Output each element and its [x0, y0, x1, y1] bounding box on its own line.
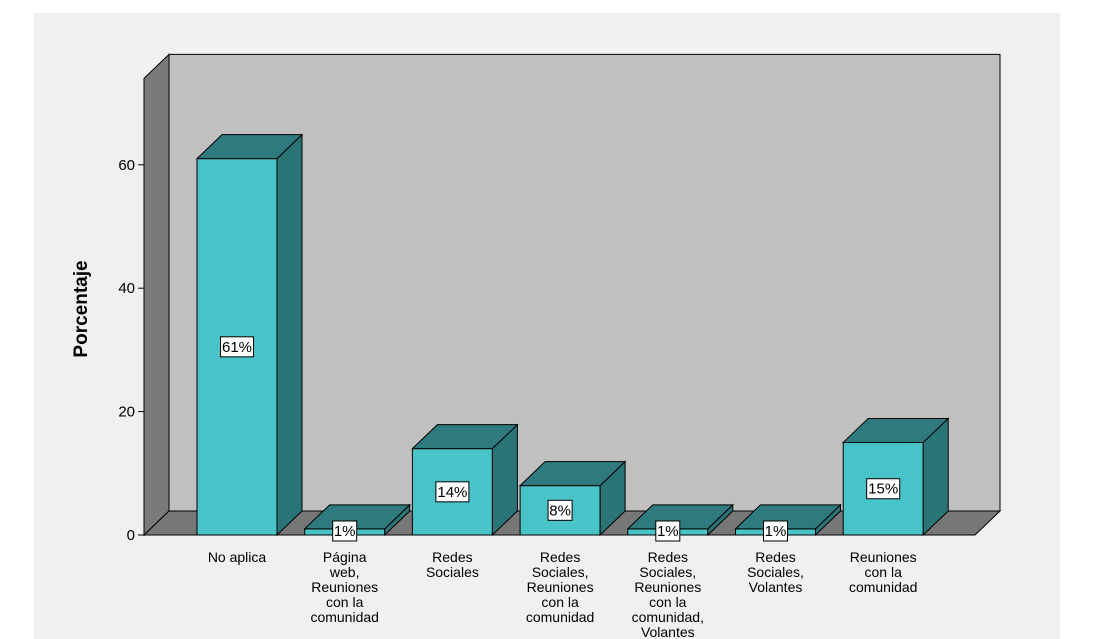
category-label-line: comunidad — [849, 579, 918, 595]
category-label-line: con la — [326, 594, 364, 610]
category-label-line: Página — [323, 549, 367, 565]
category-label-line: Volantes — [749, 579, 803, 595]
category-label-line: Reuniones — [527, 579, 594, 595]
category-label-line: No aplica — [208, 549, 267, 565]
x-axis-categories: No aplica Página web, Reuniones con la comuni… — [208, 549, 918, 639]
category-label-line: con la — [541, 594, 579, 610]
category-label-line: Sociales, — [639, 564, 696, 580]
category-label-line: Sociales, — [747, 564, 804, 580]
category-label: Página web, Reuniones con la comunidad — [310, 549, 379, 625]
category-label-line: comunidad — [310, 609, 379, 625]
y-axis: 0 20 40 60 — [118, 78, 145, 544]
bar-side — [276, 133, 303, 537]
data-label-box — [866, 478, 901, 500]
data-label: 1% — [334, 523, 356, 540]
bar: 8% — [518, 460, 627, 537]
left-wall — [143, 53, 170, 537]
data-label: 1% — [657, 523, 679, 540]
category-label-line: Redes — [648, 549, 688, 565]
data-label-box — [435, 481, 470, 503]
category-label-line: comunidad, — [632, 609, 704, 625]
bar-top — [411, 424, 519, 450]
bar: 1% — [303, 503, 411, 542]
bar: 14% — [411, 423, 519, 537]
chart-frame: 0 20 40 60 61% 1% 14% 8% 1% 1% 15% No aplica Págin… — [34, 13, 1060, 639]
y-axis-label: Porcentaje — [71, 260, 92, 357]
y-tick-label: 20 — [118, 404, 135, 421]
bar: 1% — [626, 503, 735, 542]
category-label-line: Redes — [755, 549, 795, 565]
data-label: 14% — [437, 484, 467, 501]
category-label-line: Volantes — [641, 624, 695, 639]
data-label: 61% — [222, 339, 252, 356]
category-label-line: Sociales, — [532, 564, 589, 580]
data-label: 1% — [765, 523, 787, 540]
bar: 15% — [841, 417, 950, 537]
bar-top — [734, 504, 842, 530]
data-label-box — [655, 520, 681, 542]
category-label: Reuniones con la comunidad — [849, 549, 918, 595]
bar-top — [303, 504, 411, 530]
data-label-box — [547, 499, 573, 521]
category-label-line: Sociales — [426, 564, 479, 580]
data-label-box — [332, 520, 358, 542]
category-label-line: comunidad — [526, 609, 595, 625]
category-label: Redes Sociales, Reuniones con la comunidad, V… — [632, 549, 704, 639]
category-label: Redes Sociales, Reuniones con la comunidad — [526, 549, 595, 625]
bar: 1% — [734, 503, 842, 542]
data-label-box — [220, 336, 254, 358]
bars: 61% 1% 14% 8% 1% 1% 15% — [195, 133, 950, 542]
category-label-line: web, — [329, 564, 360, 580]
category-label-line: Redes — [432, 549, 472, 565]
category-label-line: Redes — [540, 549, 580, 565]
category-label: No aplica — [208, 549, 267, 565]
category-label-line: con la — [865, 564, 903, 580]
bar-top — [841, 417, 950, 443]
y-tick-label: 0 — [127, 527, 135, 544]
category-label-line: Reuniones — [850, 549, 917, 565]
category-label-line: Reuniones — [311, 579, 378, 595]
category-label: Redes Sociales — [426, 549, 479, 580]
data-label-box — [763, 520, 788, 542]
category-label-line: con la — [649, 594, 687, 610]
y-tick-label: 40 — [118, 280, 135, 297]
data-label: 15% — [868, 481, 898, 498]
data-label: 8% — [549, 502, 571, 519]
bar-chart: 0 20 40 60 61% 1% 14% 8% 1% 1% 15% No aplica Págin… — [71, 53, 1002, 639]
y-tick-label: 60 — [118, 157, 135, 174]
bar-top — [518, 461, 627, 487]
bar: 61% — [195, 133, 304, 537]
bar-top — [626, 504, 735, 530]
category-label: Redes Sociales, Volantes — [747, 549, 804, 595]
category-label-line: Reuniones — [634, 579, 701, 595]
bar-top — [195, 134, 304, 160]
